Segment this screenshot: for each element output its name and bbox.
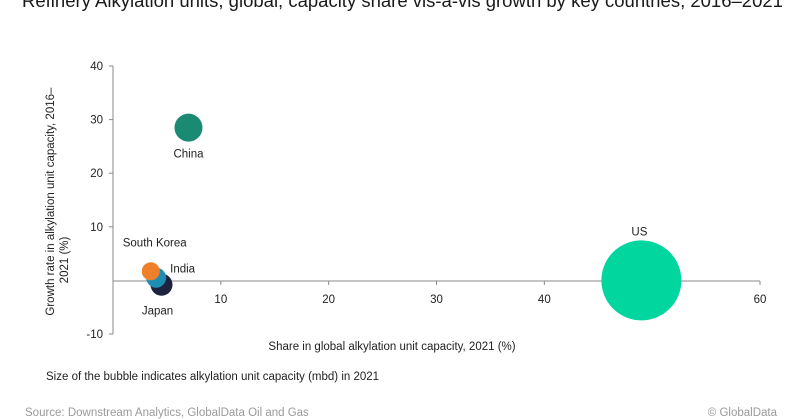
x-tick-label: 40	[538, 294, 551, 306]
y-tick-label: 20	[90, 168, 103, 180]
bubble-label-japan: Japan	[142, 306, 173, 318]
bubble-size-note: Size of the bubble indicates alkylation …	[46, 371, 380, 383]
x-tick-label: 10	[214, 294, 227, 306]
bubble-south-korea	[141, 262, 160, 281]
y-tick-label: 10	[90, 222, 103, 234]
x-tick-label: 30	[430, 294, 443, 306]
bubble-label-us: US	[631, 226, 647, 238]
source-text: Source: Downstream Analytics, GlobalData…	[25, 407, 309, 419]
bubble-label-india: India	[170, 264, 196, 276]
x-tick-labels: 102030405060	[214, 281, 766, 306]
chart-title: Refinery Alkylation units, global, capac…	[22, 0, 783, 11]
bubbles	[141, 113, 682, 321]
x-axis-label: Share in global alkylation unit capacity…	[268, 341, 515, 353]
y-tick-label: 40	[90, 61, 103, 73]
bubble-label-china: China	[173, 149, 204, 161]
bubble-us	[601, 240, 682, 321]
x-tick-label: 20	[322, 294, 335, 306]
bubble-china	[174, 113, 203, 142]
y-tick-label: -10	[86, 329, 103, 341]
y-tick-label: 30	[90, 115, 103, 127]
copyright-text: © GlobalData	[707, 407, 777, 419]
point-labels: US China Japan India South Korea	[123, 149, 648, 318]
x-tick-label: 60	[754, 294, 767, 306]
y-axis-label: Growth rate in alkylation unit capacity,…	[45, 84, 71, 315]
y-tick-labels: 40 30 20 10 -10	[86, 61, 113, 341]
bubble-label-south-korea: South Korea	[123, 237, 188, 249]
